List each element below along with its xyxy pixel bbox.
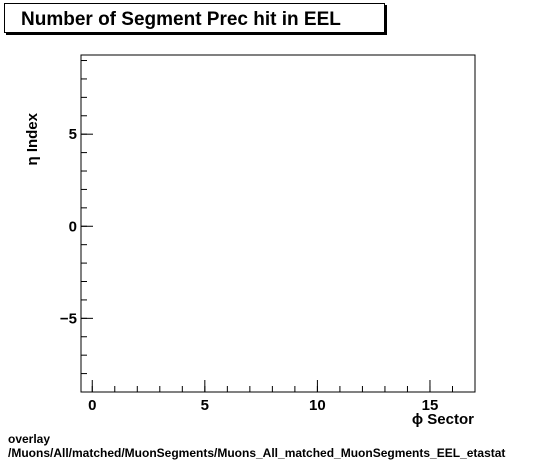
x-tick-label: 15: [422, 397, 439, 414]
plot-frame: [80, 54, 476, 393]
y-axis-title: η Index: [24, 112, 41, 165]
footer-line-overlay: overlay: [8, 432, 51, 446]
chart-title-box: Number of Segment Prec hit in EEL: [4, 3, 385, 33]
y-axis: −5 0 5: [60, 60, 93, 393]
y-tick-label: 5: [69, 126, 77, 143]
footer-path: overlay /Muons/All/matched/MuonSegments/…: [8, 432, 505, 460]
x-tick-label: 5: [201, 397, 209, 414]
y-tick-label: −5: [60, 310, 77, 327]
chart-title: Number of Segment Prec hit in EEL: [21, 9, 341, 30]
x-axis: 0 5 10 15: [88, 380, 476, 414]
footer-line-path: /Muons/All/matched/MuonSegments/Muons_Al…: [8, 446, 506, 460]
x-tick-label: 0: [88, 397, 96, 414]
y-tick-label: 0: [69, 218, 77, 235]
x-tick-label: 10: [309, 397, 326, 414]
x-axis-title: ϕ Sector: [412, 411, 474, 428]
